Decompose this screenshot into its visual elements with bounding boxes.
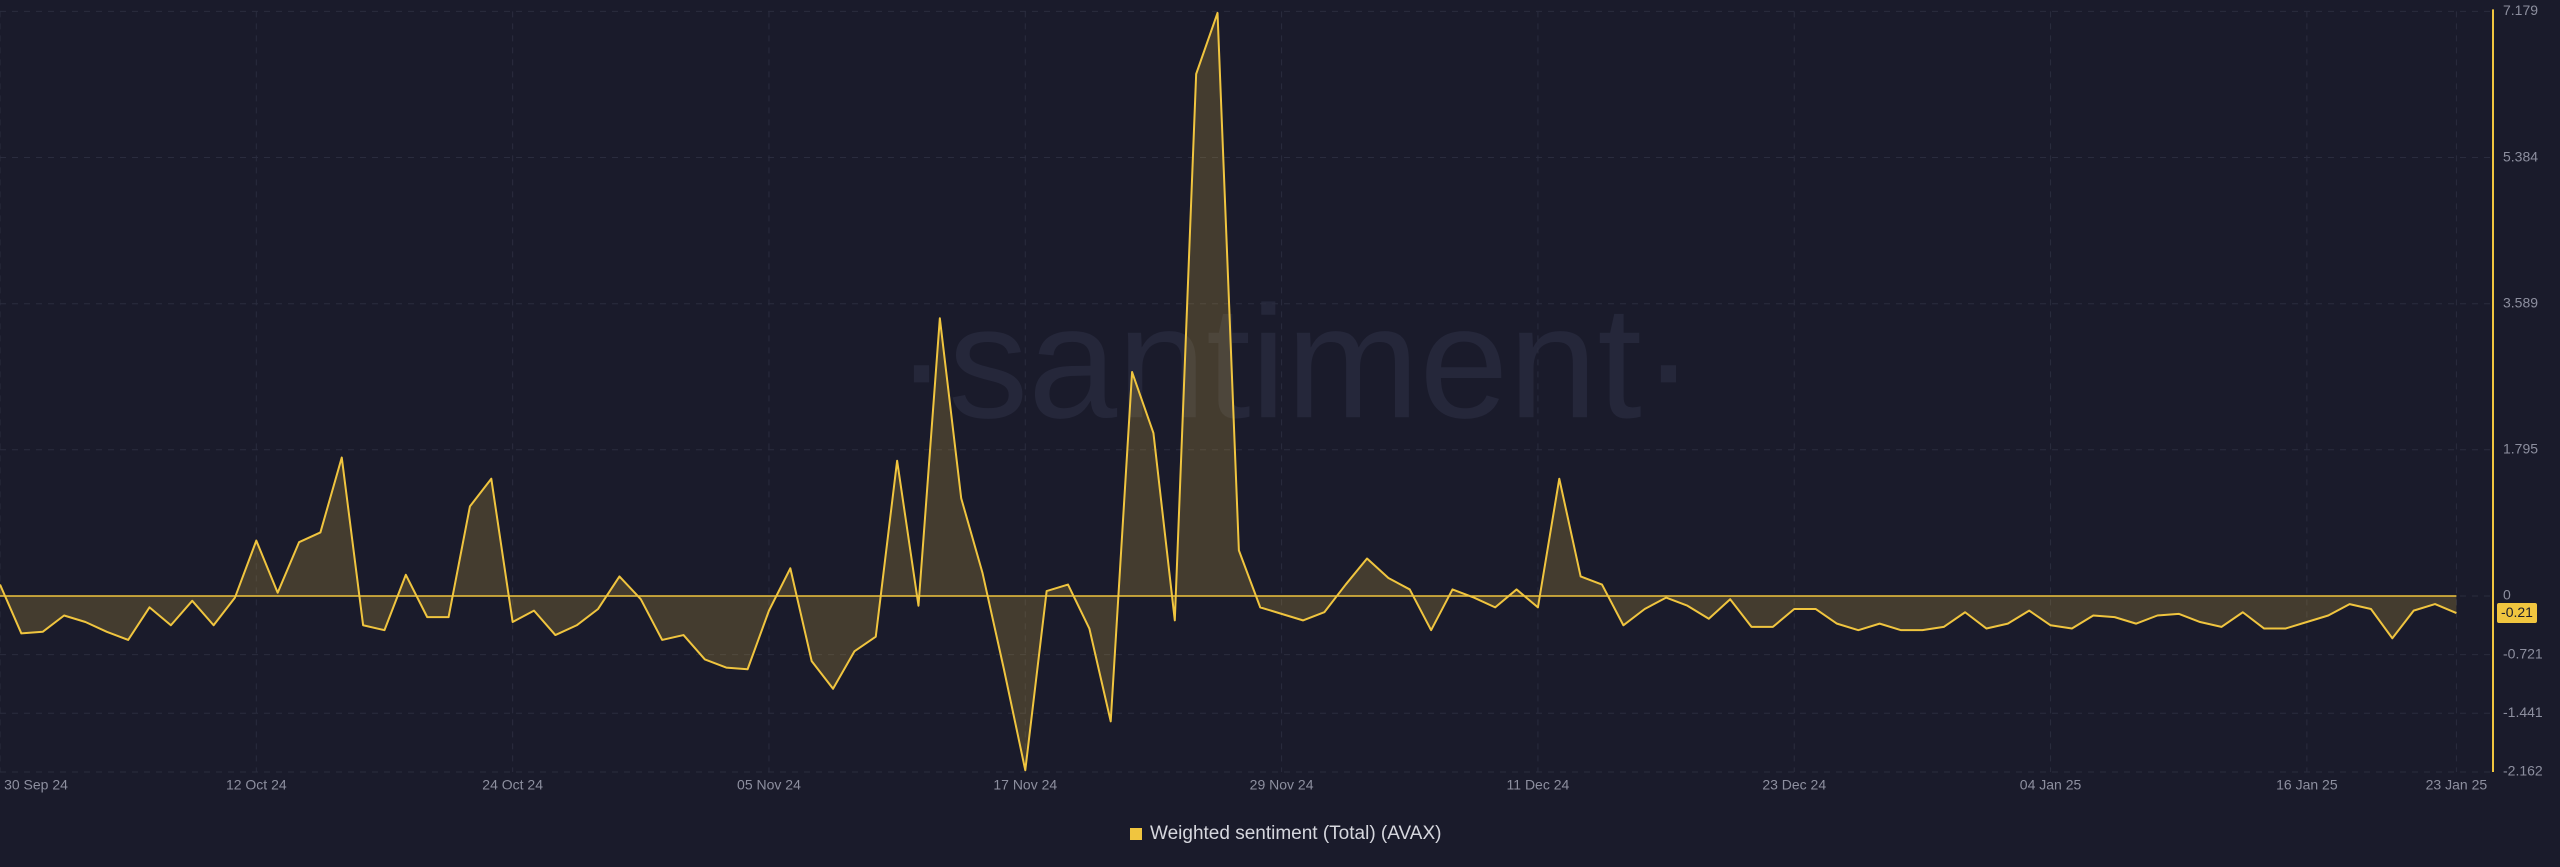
x-tick-label: 23 Jan 25 xyxy=(2426,777,2488,793)
line xyxy=(0,11,2457,772)
x-tick-label: 24 Oct 24 xyxy=(482,777,543,793)
x-tick-label: 23 Dec 24 xyxy=(1762,777,1826,793)
x-tick-label: 12 Oct 24 xyxy=(226,777,287,793)
x-tick-label: 29 Nov 24 xyxy=(1250,777,1314,793)
area xyxy=(0,12,2457,771)
watermark: ·santiment· xyxy=(895,272,1695,451)
y-tick-label: -1.441 xyxy=(2503,704,2543,720)
legend-label: Weighted sentiment (Total) (AVAX) xyxy=(1150,823,1441,844)
last-value-badge xyxy=(2497,603,2537,624)
y-tick-label: 7.179 xyxy=(2503,2,2538,18)
x-tick-label: 16 Jan 25 xyxy=(2276,777,2338,793)
y-tick-label: 0 xyxy=(2503,587,2511,603)
x-tick-label: 04 Jan 25 xyxy=(2020,777,2082,793)
legend-swatch xyxy=(1130,828,1142,840)
legend: Weighted sentiment (Total) (AVAX) xyxy=(1130,823,1441,844)
x-tick-label: 17 Nov 24 xyxy=(993,777,1057,793)
y-tick-label: -0.721 xyxy=(2503,645,2543,661)
x-tick-label: 05 Nov 24 xyxy=(737,777,801,793)
x-tick-label: 30 Sep 24 xyxy=(4,777,68,793)
y-tick-label: 3.589 xyxy=(2503,294,2538,310)
x-tick-label: 11 Dec 24 xyxy=(1507,777,1570,793)
y-tick-label: -2.162 xyxy=(2503,763,2543,779)
y-tick-label: 1.795 xyxy=(2503,441,2538,457)
y-tick-label: 5.384 xyxy=(2503,148,2538,164)
last-value-label: -0.21 xyxy=(2501,604,2533,620)
